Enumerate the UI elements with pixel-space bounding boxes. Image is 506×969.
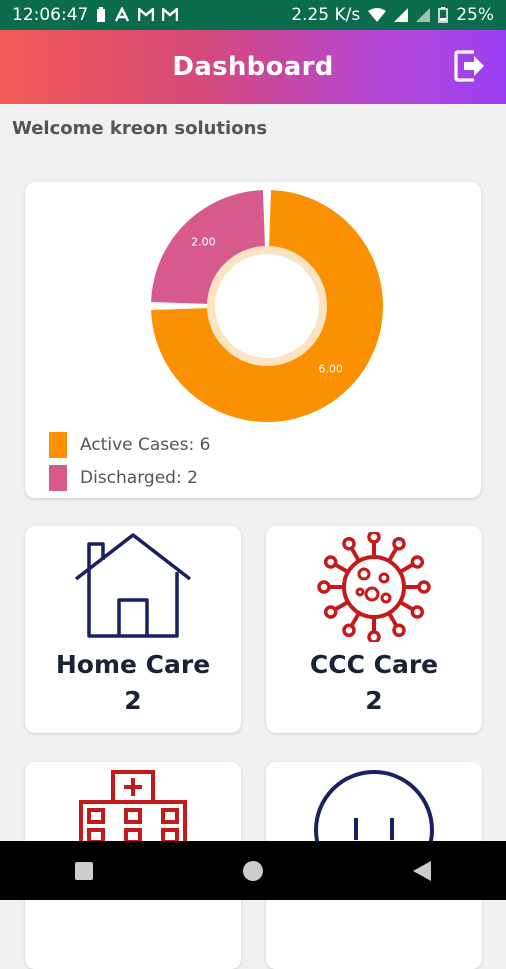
- legend-item-active: Active Cases: 6: [49, 428, 210, 461]
- logout-icon[interactable]: [452, 48, 488, 84]
- virus-spike-tip: [410, 555, 425, 569]
- status-bar: 12:06:47 2.25 K/s 25%: [0, 0, 506, 30]
- cell-signal-icon: [416, 8, 431, 22]
- virus-spike-tip: [342, 536, 356, 551]
- home-button[interactable]: [223, 851, 283, 891]
- back-button[interactable]: [392, 851, 452, 891]
- net-speed: 2.25 K/s: [291, 5, 361, 25]
- recents-button[interactable]: [54, 851, 114, 891]
- donut-slice-1: [151, 190, 266, 305]
- home-care-tile[interactable]: Home Care 2: [25, 526, 241, 733]
- donut-hole: [215, 254, 319, 358]
- virus-dot: [364, 586, 380, 602]
- case-summary-card: 6.00 2.00 Active Cases: 6 Discharged: 2: [25, 182, 481, 498]
- cell-signal-icon: [394, 8, 409, 22]
- tile-count: 2: [365, 686, 383, 715]
- battery-saver-icon: [97, 7, 106, 22]
- signal-a-icon: [115, 7, 130, 22]
- donut-slice-0: [151, 190, 383, 422]
- clock: 12:06:47: [12, 5, 89, 25]
- virus-spike-tip: [410, 605, 425, 619]
- virus-dot: [380, 592, 392, 604]
- virus-spike-tip: [323, 555, 338, 569]
- app-bar: Dashboard: [0, 30, 506, 104]
- legend-label-discharged: Discharged: 2: [80, 467, 198, 488]
- legend-swatch-discharged: [49, 464, 67, 491]
- gmail-icon: [162, 8, 179, 21]
- virus-spike: [350, 547, 361, 563]
- virus-spike: [398, 563, 414, 574]
- tile-label: Home Care: [55, 650, 211, 679]
- virus-spike-tip: [392, 536, 406, 551]
- legend-label-active: Active Cases: 6: [80, 434, 211, 455]
- welcome-message: Welcome kreon solutions: [12, 118, 268, 139]
- system-nav-bar: [0, 841, 506, 900]
- virus-spike: [334, 563, 350, 574]
- battery-level: 25%: [456, 5, 494, 25]
- virus-spike-tip: [323, 605, 338, 619]
- gmail-icon: [138, 8, 155, 21]
- circle-icon: [242, 860, 263, 881]
- wifi-icon: [368, 8, 387, 22]
- virus-spike: [398, 600, 414, 611]
- virus-spike-tip: [367, 532, 381, 544]
- triangle-back-icon: [412, 860, 431, 881]
- virus-spike-tip: [317, 580, 331, 594]
- square-icon: [75, 861, 94, 880]
- page-title: Dashboard: [172, 52, 334, 82]
- virus-spike: [334, 600, 350, 611]
- donut-slice-label-0: 6.00: [318, 363, 343, 376]
- virus-dot: [378, 572, 390, 584]
- donut-slice-label-1: 2.00: [191, 235, 216, 248]
- chart-legend: Active Cases: 6 Discharged: 2: [49, 428, 210, 494]
- tile-count: 2: [124, 686, 142, 715]
- virus-spike: [350, 611, 361, 627]
- virus-dot: [355, 587, 365, 597]
- virus-spike-tip: [417, 580, 431, 594]
- legend-swatch-active: [49, 431, 67, 458]
- tile-label: CCC Care: [309, 650, 439, 679]
- smiley-icon: [314, 770, 434, 878]
- ccc-care-tile[interactable]: CCC Care 2: [266, 526, 482, 733]
- virus-icon: [317, 532, 431, 642]
- virus-spike-tip: [342, 623, 356, 638]
- virus-spike-tip: [367, 630, 381, 642]
- battery-icon: [438, 7, 448, 23]
- house-icon: [74, 533, 192, 638]
- legend-item-discharged: Discharged: 2: [49, 461, 210, 494]
- virus-spike: [387, 547, 398, 563]
- virus-dot: [357, 567, 371, 581]
- virus-spike: [387, 611, 398, 627]
- virus-spike-tip: [392, 623, 406, 638]
- donut-chart: 6.00 2.00: [151, 190, 383, 422]
